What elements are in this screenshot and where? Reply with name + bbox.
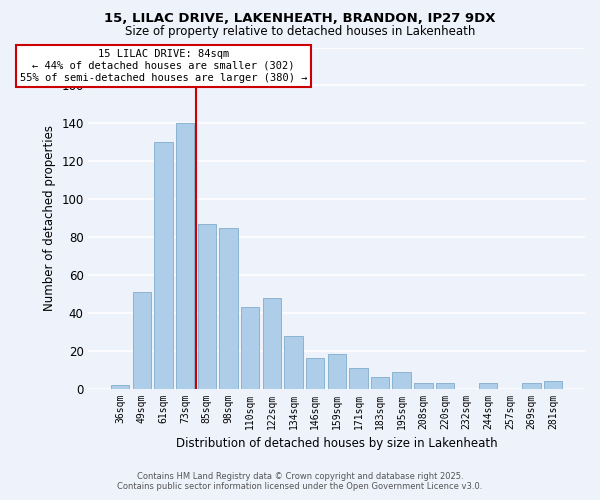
Bar [544,381,562,388]
Bar [219,228,238,388]
Text: 15 LILAC DRIVE: 84sqm
← 44% of detached houses are smaller (302)
55% of semi-det: 15 LILAC DRIVE: 84sqm ← 44% of detached … [20,50,307,82]
Text: 15, LILAC DRIVE, LAKENHEATH, BRANDON, IP27 9DX: 15, LILAC DRIVE, LAKENHEATH, BRANDON, IP… [104,12,496,26]
Bar [133,292,151,388]
Bar [263,298,281,388]
Bar [371,377,389,388]
Bar [436,383,454,388]
Bar [197,224,216,388]
Text: Contains HM Land Registry data © Crown copyright and database right 2025.
Contai: Contains HM Land Registry data © Crown c… [118,472,482,491]
Bar [328,354,346,388]
Bar [111,385,130,388]
Bar [414,383,433,388]
Bar [176,124,194,388]
X-axis label: Distribution of detached houses by size in Lakenheath: Distribution of detached houses by size … [176,437,497,450]
Text: Size of property relative to detached houses in Lakenheath: Size of property relative to detached ho… [125,25,475,38]
Bar [154,142,173,388]
Bar [306,358,324,388]
Y-axis label: Number of detached properties: Number of detached properties [43,125,56,311]
Bar [349,368,368,388]
Bar [241,307,259,388]
Bar [392,372,411,388]
Bar [523,383,541,388]
Bar [479,383,497,388]
Bar [284,336,302,388]
